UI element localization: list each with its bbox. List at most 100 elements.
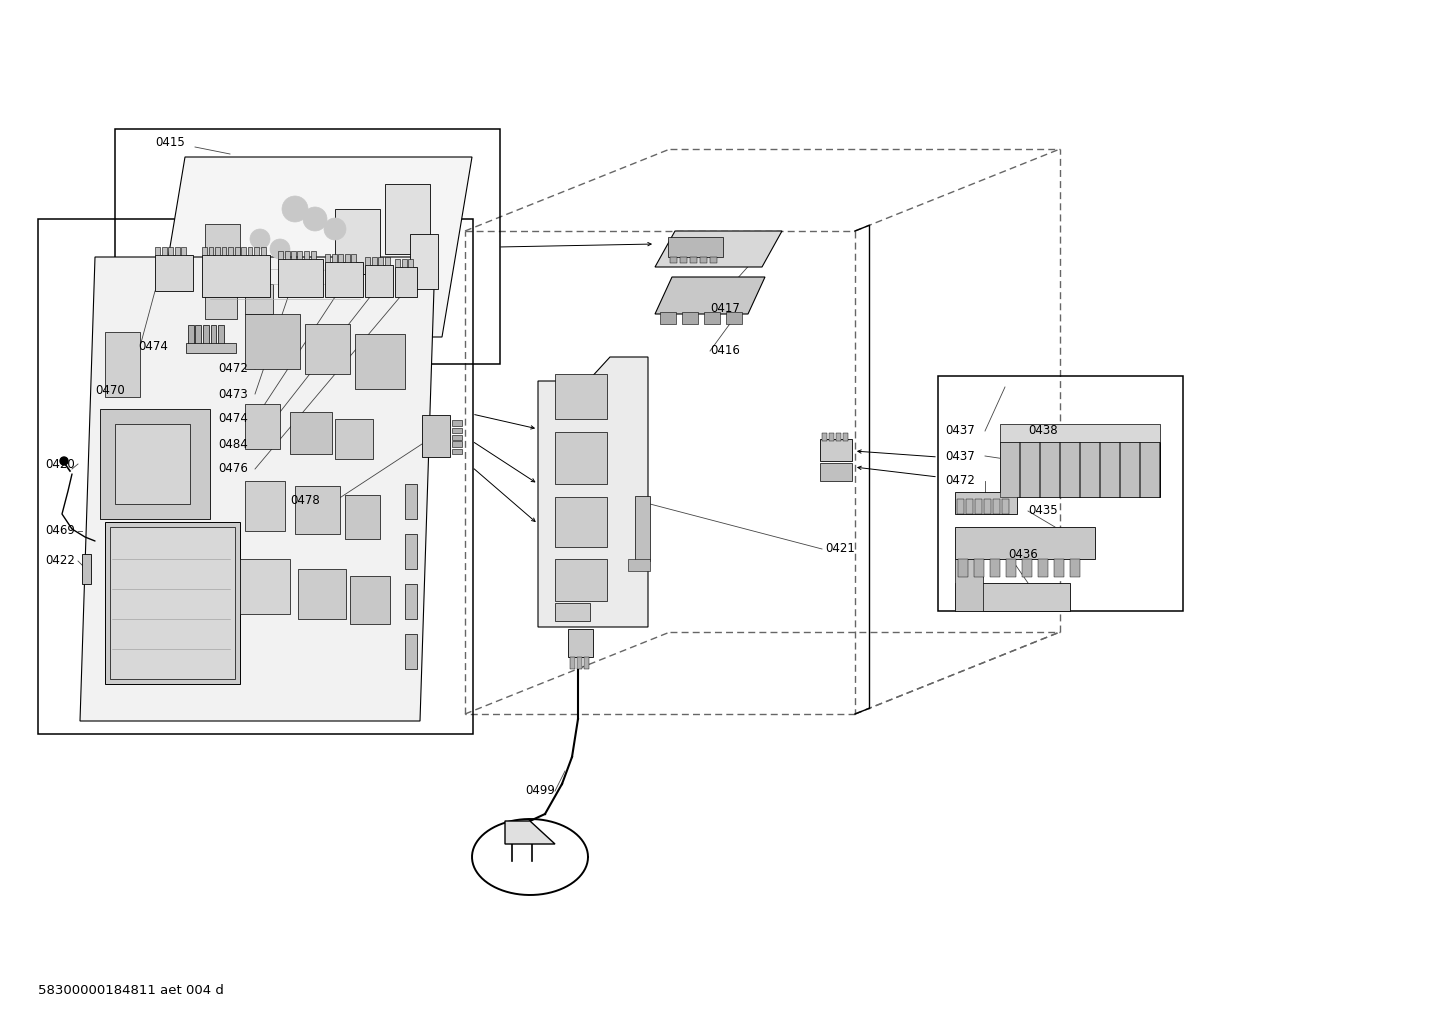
Polygon shape (538, 357, 647, 627)
Bar (822, 433, 828, 441)
Text: 0415: 0415 (154, 137, 185, 150)
Bar (310, 251, 316, 259)
Bar (451, 421, 461, 426)
Text: 0422: 0422 (45, 554, 75, 568)
Bar (105, 522, 239, 684)
Bar (337, 254, 343, 262)
Bar (365, 257, 371, 265)
Bar (372, 257, 376, 265)
Bar (385, 257, 389, 265)
Bar (278, 251, 283, 259)
Bar (187, 325, 193, 347)
Circle shape (203, 560, 232, 588)
Bar (110, 527, 235, 679)
Bar (154, 247, 160, 255)
Bar (957, 499, 965, 514)
Bar (829, 433, 833, 441)
Bar (999, 424, 1159, 442)
Bar (202, 247, 208, 255)
Circle shape (177, 647, 198, 667)
Bar (1040, 442, 1058, 497)
Circle shape (283, 196, 309, 222)
Bar (973, 559, 983, 577)
Bar (350, 576, 389, 624)
Bar (405, 484, 417, 519)
Bar (304, 251, 309, 259)
Bar (82, 554, 91, 584)
Bar (306, 324, 350, 374)
Bar (634, 496, 650, 561)
Bar (1022, 559, 1032, 577)
Text: 0474: 0474 (218, 413, 248, 426)
Bar (296, 486, 340, 534)
Bar (999, 442, 1018, 497)
Text: 0438: 0438 (1028, 425, 1057, 437)
Circle shape (61, 457, 68, 465)
Bar (248, 247, 252, 255)
Bar (994, 499, 999, 514)
Polygon shape (154, 157, 472, 337)
Bar (570, 657, 575, 669)
Bar (169, 247, 173, 255)
Bar (245, 284, 273, 314)
Bar (555, 497, 607, 547)
Bar (365, 265, 394, 297)
Bar (699, 257, 707, 263)
Circle shape (303, 207, 327, 231)
Bar (405, 534, 417, 569)
Bar (154, 255, 193, 291)
Bar (671, 257, 676, 263)
Bar (983, 499, 991, 514)
Bar (451, 428, 461, 433)
Bar (844, 433, 848, 441)
Bar (211, 325, 216, 347)
Bar (966, 499, 973, 514)
Text: 58300000184811 aet 004 d: 58300000184811 aet 004 d (37, 984, 224, 997)
Text: 0472: 0472 (218, 363, 248, 375)
Bar (203, 325, 209, 347)
Bar (836, 433, 841, 441)
Bar (297, 251, 303, 259)
Bar (99, 409, 211, 519)
Bar (205, 224, 239, 264)
Bar (324, 254, 330, 262)
Bar (1100, 442, 1119, 497)
Bar (245, 314, 300, 369)
Bar (218, 325, 224, 347)
Bar (410, 234, 438, 289)
Circle shape (270, 239, 290, 259)
Bar (355, 334, 405, 389)
Bar (704, 312, 720, 324)
Bar (725, 312, 743, 324)
Text: 0476: 0476 (218, 463, 248, 476)
Bar (555, 432, 607, 484)
Text: 0478: 0478 (290, 494, 320, 507)
Bar (350, 254, 356, 262)
Bar (1002, 499, 1009, 514)
Polygon shape (655, 277, 766, 314)
Text: 0470: 0470 (95, 384, 125, 397)
Circle shape (324, 218, 346, 240)
Bar (298, 569, 346, 619)
Bar (629, 559, 650, 571)
Bar (405, 634, 417, 669)
Bar (1007, 559, 1017, 577)
Text: 0474: 0474 (138, 340, 167, 354)
Bar (385, 184, 430, 254)
Bar (115, 129, 500, 364)
Bar (401, 259, 407, 267)
Bar (709, 257, 717, 263)
Bar (957, 559, 968, 577)
Bar (291, 251, 296, 259)
Bar (660, 312, 676, 324)
Bar (105, 332, 140, 397)
Text: 0436: 0436 (1008, 547, 1038, 560)
Bar (290, 412, 332, 454)
Text: 0437: 0437 (945, 425, 975, 437)
Bar (1141, 442, 1158, 497)
Bar (345, 254, 349, 262)
Bar (681, 257, 686, 263)
Bar (332, 254, 336, 262)
Bar (115, 424, 190, 504)
Bar (682, 312, 698, 324)
